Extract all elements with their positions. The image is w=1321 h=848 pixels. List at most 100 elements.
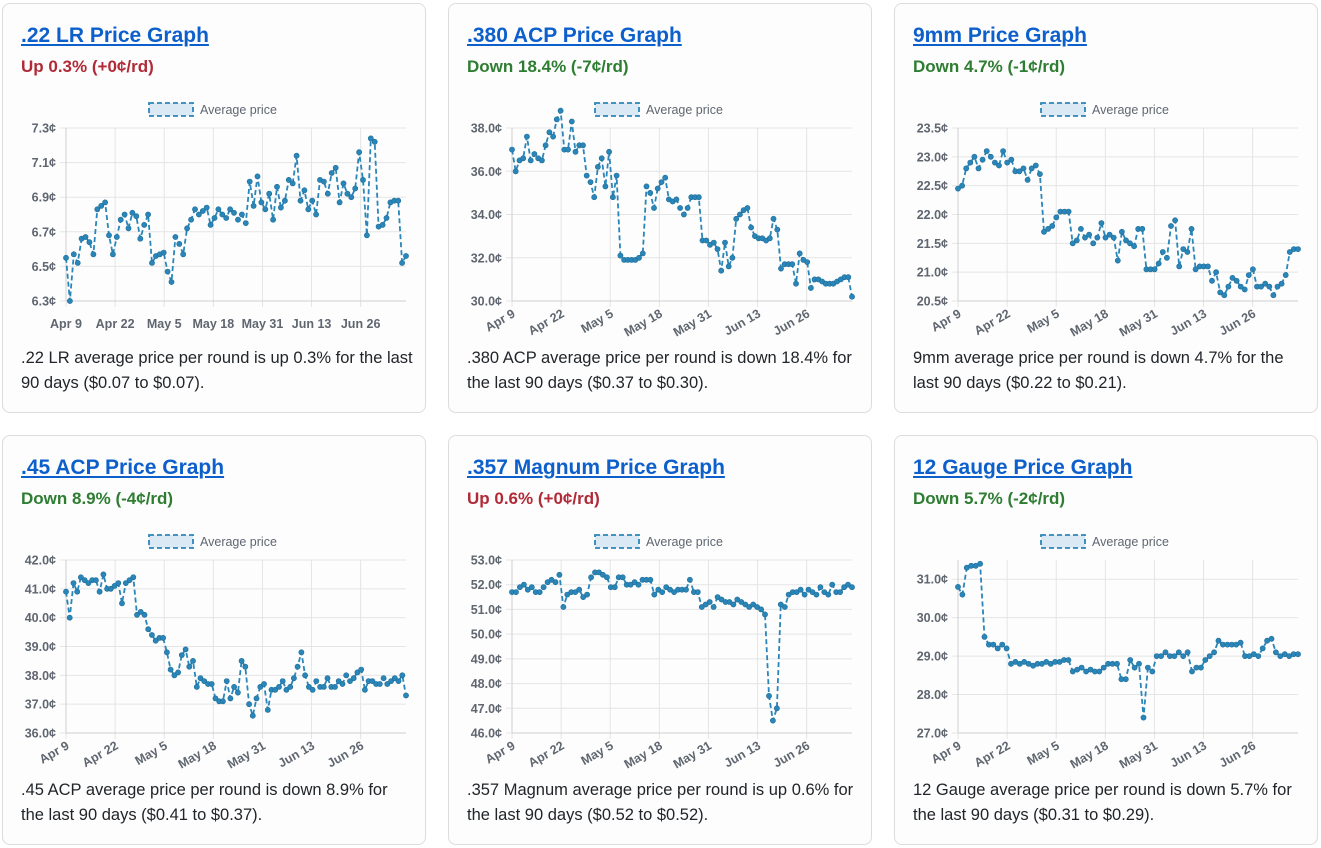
data-point[interactable] [313, 678, 320, 684]
data-point[interactable] [955, 584, 961, 590]
data-point[interactable] [203, 204, 210, 211]
data-point[interactable] [223, 215, 230, 221]
card-title-link[interactable]: 12 Gauge Price Graph [913, 456, 1133, 479]
data-point[interactable] [773, 705, 780, 712]
data-point[interactable] [289, 180, 296, 187]
data-point[interactable] [238, 211, 245, 218]
data-point[interactable] [258, 199, 265, 206]
data-point[interactable] [552, 579, 559, 586]
data-point[interactable] [82, 234, 89, 240]
data-point[interactable] [1114, 257, 1121, 264]
data-point[interactable] [219, 211, 226, 218]
data-point[interactable] [266, 190, 273, 197]
data-point[interactable] [115, 580, 122, 586]
data-point[interactable] [141, 221, 148, 228]
data-point[interactable] [509, 146, 515, 153]
data-point[interactable] [1255, 653, 1262, 659]
card-title-link[interactable]: .22 LR Price Graph [21, 24, 209, 47]
data-point[interactable] [254, 173, 261, 180]
data-point[interactable] [121, 211, 128, 218]
data-point[interactable] [383, 215, 390, 221]
data-point[interactable] [1020, 165, 1027, 172]
data-point[interactable] [1188, 225, 1195, 232]
data-point[interactable] [1211, 649, 1217, 656]
data-point[interactable] [298, 649, 305, 656]
data-point[interactable] [981, 634, 988, 640]
data-point[interactable] [557, 107, 564, 114]
data-point[interactable] [769, 717, 776, 724]
data-point[interactable] [542, 142, 549, 149]
data-point[interactable] [1233, 277, 1240, 284]
data-point[interactable] [1053, 214, 1060, 221]
data-point[interactable] [272, 686, 279, 693]
data-point[interactable] [686, 576, 693, 583]
data-point[interactable] [66, 614, 73, 621]
data-point[interactable] [215, 206, 222, 213]
data-point[interactable] [609, 194, 616, 201]
data-point[interactable] [148, 632, 155, 638]
legend[interactable]: Average price [148, 102, 277, 117]
data-point[interactable] [849, 584, 855, 591]
data-point[interactable] [175, 669, 181, 676]
data-point[interactable] [613, 172, 620, 179]
data-point[interactable] [1118, 228, 1125, 235]
data-point[interactable] [983, 148, 990, 154]
legend[interactable]: Average price [594, 534, 723, 549]
data-point[interactable] [354, 669, 361, 676]
data-point[interactable] [332, 164, 339, 171]
data-point[interactable] [520, 155, 527, 162]
data-point[interactable] [207, 221, 214, 228]
data-point[interactable] [617, 252, 624, 259]
data-point[interactable] [74, 588, 81, 595]
data-point[interactable] [335, 678, 342, 684]
data-point[interactable] [360, 177, 366, 183]
data-point[interactable] [350, 675, 357, 682]
data-point[interactable] [129, 209, 136, 216]
data-point[interactable] [1286, 249, 1293, 255]
data-point[interactable] [1180, 246, 1187, 252]
data-point[interactable] [762, 611, 768, 618]
data-point[interactable] [149, 259, 155, 266]
data-point[interactable] [1114, 660, 1120, 667]
data-point[interactable] [1163, 254, 1170, 261]
data-point[interactable] [320, 178, 327, 185]
data-point[interactable] [1184, 649, 1191, 656]
data-point[interactable] [766, 235, 773, 242]
card-title-link[interactable]: .357 Magnum Price Graph [467, 456, 725, 479]
data-point[interactable] [178, 652, 185, 658]
data-point[interactable] [1213, 269, 1219, 276]
data-point[interactable] [540, 584, 547, 591]
data-point[interactable] [211, 215, 218, 221]
data-point[interactable] [160, 249, 167, 256]
data-point[interactable] [1140, 714, 1147, 721]
data-point[interactable] [603, 574, 610, 581]
data-point[interactable] [238, 657, 245, 664]
data-point[interactable] [227, 206, 233, 213]
data-point[interactable] [145, 211, 151, 218]
data-point[interactable] [63, 588, 69, 595]
data-point[interactable] [242, 663, 249, 670]
data-point[interactable] [1149, 668, 1156, 675]
data-point[interactable] [1155, 260, 1162, 267]
data-point[interactable] [234, 689, 241, 696]
data-point[interactable] [371, 138, 378, 145]
data-point[interactable] [770, 215, 777, 222]
data-point[interactable] [512, 168, 519, 175]
data-point[interactable] [176, 240, 183, 247]
data-point[interactable] [572, 148, 579, 155]
data-point[interactable] [725, 263, 732, 270]
data-point[interactable] [98, 203, 105, 209]
data-point[interactable] [565, 146, 571, 153]
data-point[interactable] [358, 666, 365, 673]
data-point[interactable] [729, 254, 736, 261]
data-point[interactable] [199, 208, 206, 214]
data-point[interactable] [527, 157, 534, 164]
data-point[interactable] [264, 706, 271, 713]
data-point[interactable] [93, 577, 99, 584]
data-point[interactable] [363, 232, 370, 239]
data-point[interactable] [219, 698, 226, 705]
data-point[interactable] [1180, 653, 1187, 659]
data-point[interactable] [1282, 272, 1289, 278]
data-point[interactable] [137, 235, 144, 242]
data-point[interactable] [188, 216, 194, 223]
